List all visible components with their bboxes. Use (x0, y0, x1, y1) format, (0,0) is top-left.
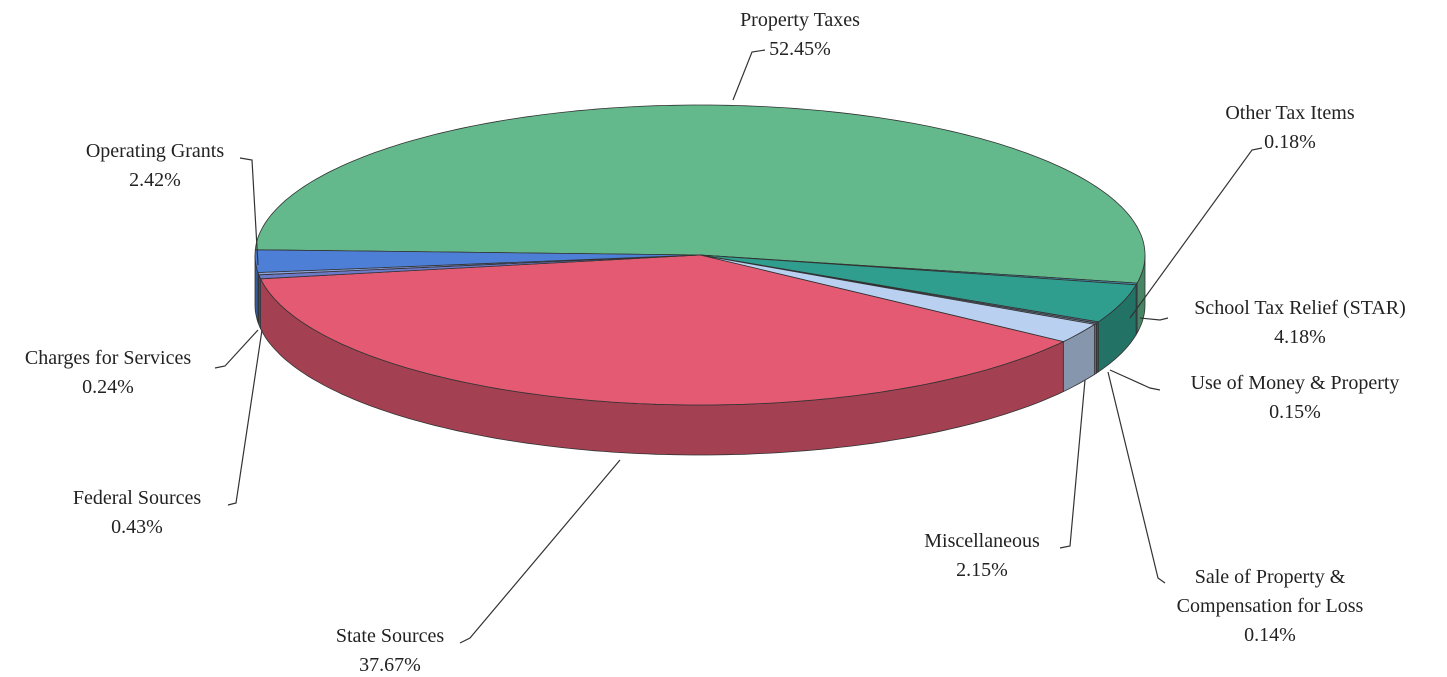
slice-label: Charges for Services 0.24% (0, 344, 228, 402)
category-name: Use of Money & Property (1190, 372, 1400, 394)
leader-line (732, 49, 766, 101)
category-name: School Tax Relief (STAR) (1194, 297, 1406, 319)
value-label: 0.15% (1269, 401, 1321, 423)
leader-line (214, 329, 259, 369)
category-name: Miscellaneous (924, 530, 1040, 552)
leader-line (239, 157, 259, 266)
leader-line (1109, 369, 1161, 391)
category-name: Operating Grants (85, 140, 225, 162)
category-name: Sale of Property & Compensation for Loss (1176, 566, 1364, 617)
slice-label: Sale of Property & Compensation for Loss… (1155, 563, 1385, 650)
slice-label: Operating Grants 2.42% (45, 137, 265, 195)
slice-label: Miscellaneous 2.15% (872, 527, 1092, 585)
slice-label: Property Taxes 52.45% (670, 6, 930, 64)
leader-line (227, 329, 263, 506)
category-name: Charges for Services (24, 347, 192, 369)
leader-line (459, 459, 621, 644)
value-label: 4.18% (1274, 326, 1326, 348)
value-label: 0.24% (82, 376, 134, 398)
slice-label: Federal Sources 0.43% (27, 484, 247, 542)
leader-line (1059, 379, 1086, 549)
category-name: Other Tax Items (1225, 102, 1355, 124)
leader-line (1129, 147, 1263, 319)
slice-label: State Sources 37.67% (280, 622, 500, 677)
category-name: Property Taxes (740, 9, 860, 31)
value-label: 0.18% (1264, 131, 1316, 153)
value-label: 0.14% (1244, 624, 1296, 646)
slice (254, 249, 701, 273)
value-label: 0.43% (111, 516, 163, 538)
category-name: Federal Sources (72, 487, 202, 509)
value-label: 2.15% (956, 559, 1008, 581)
value-label: 37.67% (359, 654, 421, 676)
slice (259, 254, 1065, 406)
slice (699, 254, 1137, 323)
leader-line (1139, 317, 1169, 321)
slice (699, 254, 1096, 343)
value-label: 2.42% (129, 169, 181, 191)
slice-label: Other Tax Items 0.18% (1160, 99, 1420, 157)
slice-label: Use of Money & Property 0.15% (1145, 369, 1445, 427)
slice-label: School Tax Relief (STAR) 4.18% (1150, 294, 1447, 352)
leader-line (1107, 371, 1166, 584)
category-name: State Sources (335, 625, 445, 647)
value-label: 52.45% (769, 38, 831, 60)
slice (254, 104, 1146, 284)
